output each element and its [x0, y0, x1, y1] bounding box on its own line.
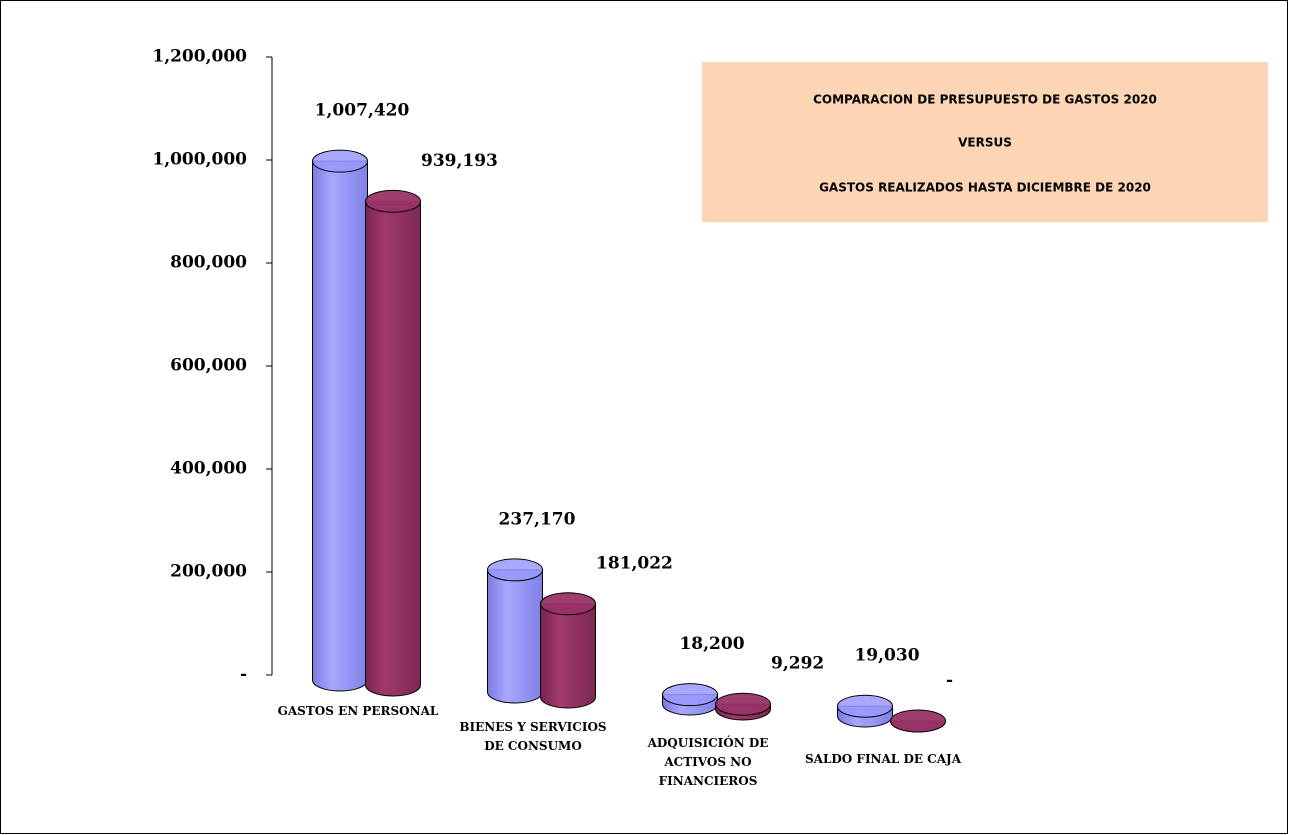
bar-top	[837, 694, 893, 718]
y-tick-label: 200,000	[170, 562, 247, 582]
chart-title: VERSUS	[958, 136, 1012, 150]
value-label: 939,193	[421, 151, 498, 171]
x-tick-label: SALDO FINAL DE CAJA	[804, 752, 962, 766]
bar	[540, 603, 596, 709]
bar-top	[662, 683, 718, 707]
bar-top	[715, 692, 771, 716]
title-box	[702, 62, 1268, 222]
value-label: 9,292	[771, 654, 824, 674]
value-label: 181,022	[596, 553, 673, 573]
value-label: 1,007,420	[315, 101, 410, 121]
y-tick-label: 600,000	[170, 356, 247, 376]
y-tick-label: 400,000	[170, 459, 247, 479]
chart-title: GASTOS REALIZADOS HASTA DICIEMBRE DE 202…	[819, 181, 1151, 195]
value-label: 237,170	[499, 509, 576, 529]
value-label: 19,030	[854, 646, 919, 666]
chart-title: COMPARACION DE PRESUPUESTO DE GASTOS 202…	[813, 93, 1157, 107]
value-label: -	[946, 671, 953, 691]
bar-top	[890, 709, 946, 733]
y-tick-label: 1,200,000	[152, 47, 247, 67]
y-tick-label: -	[240, 665, 247, 685]
y-tick-label: 800,000	[170, 253, 247, 273]
x-tick-label: ADQUISICIÓN DE ACTIVOS NO FINANCIEROS	[647, 736, 769, 788]
value-label: 18,200	[679, 634, 744, 654]
y-tick-label: 1,000,000	[152, 150, 247, 170]
bar	[312, 160, 368, 692]
bar-top	[312, 149, 368, 173]
bar-top	[365, 189, 421, 213]
bar-top	[540, 592, 596, 616]
x-tick-label: GASTOS EN PERSONAL	[277, 704, 439, 718]
bar	[487, 569, 543, 704]
bar	[365, 200, 421, 697]
bar-top	[487, 558, 543, 582]
x-tick-label: BIENES Y SERVICIOS DE CONSUMO	[459, 720, 607, 753]
